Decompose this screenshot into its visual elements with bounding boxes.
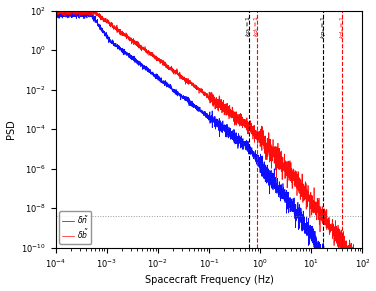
$\delta\tilde{n}$ bbox=[326, 266, 331, 269]
$\delta\tilde{b}$ bbox=[80, 8, 84, 11]
Text: $kd_e = 1$: $kd_e = 1$ bbox=[338, 15, 347, 39]
$\delta\tilde{n}$ bbox=[107, 41, 111, 45]
$\delta\tilde{b}$ bbox=[107, 21, 111, 25]
$\delta\tilde{n}$ bbox=[171, 87, 176, 91]
$\delta\tilde{b}$ bbox=[355, 255, 359, 259]
$\delta\tilde{n}$ bbox=[321, 252, 326, 255]
$\delta\tilde{b}$ bbox=[53, 10, 58, 14]
$\delta\tilde{b}$ bbox=[171, 70, 176, 73]
$\delta\tilde{n}$ bbox=[53, 14, 58, 17]
Text: $k\rho_i = 1$: $k\rho_i = 1$ bbox=[244, 15, 253, 38]
Line: $\delta\tilde{n}$: $\delta\tilde{n}$ bbox=[56, 11, 362, 267]
X-axis label: Spacecraft Frequency (Hz): Spacecraft Frequency (Hz) bbox=[145, 276, 273, 285]
$\delta\tilde{n}$ bbox=[88, 11, 93, 15]
$\delta\tilde{b}$ bbox=[349, 266, 354, 269]
$\delta\tilde{b}$ bbox=[321, 219, 326, 223]
Y-axis label: PSD: PSD bbox=[6, 119, 15, 139]
$\delta\tilde{n}$ bbox=[355, 266, 359, 269]
$\delta\tilde{b}$ bbox=[360, 266, 365, 269]
$\delta\tilde{b}$ bbox=[184, 80, 189, 84]
Text: $k\rho_e = 1$: $k\rho_e = 1$ bbox=[318, 15, 327, 39]
Text: $kd_i = 1$: $kd_i = 1$ bbox=[252, 15, 261, 38]
$\delta\tilde{n}$ bbox=[56, 9, 60, 13]
Line: $\delta\tilde{b}$: $\delta\tilde{b}$ bbox=[56, 9, 362, 267]
$\delta\tilde{b}$ bbox=[88, 12, 93, 15]
$\delta\tilde{n}$ bbox=[360, 266, 365, 269]
Legend: $\delta\tilde{n}$, $\delta\tilde{b}$: $\delta\tilde{n}$, $\delta\tilde{b}$ bbox=[59, 212, 91, 244]
$\delta\tilde{n}$ bbox=[184, 98, 189, 102]
